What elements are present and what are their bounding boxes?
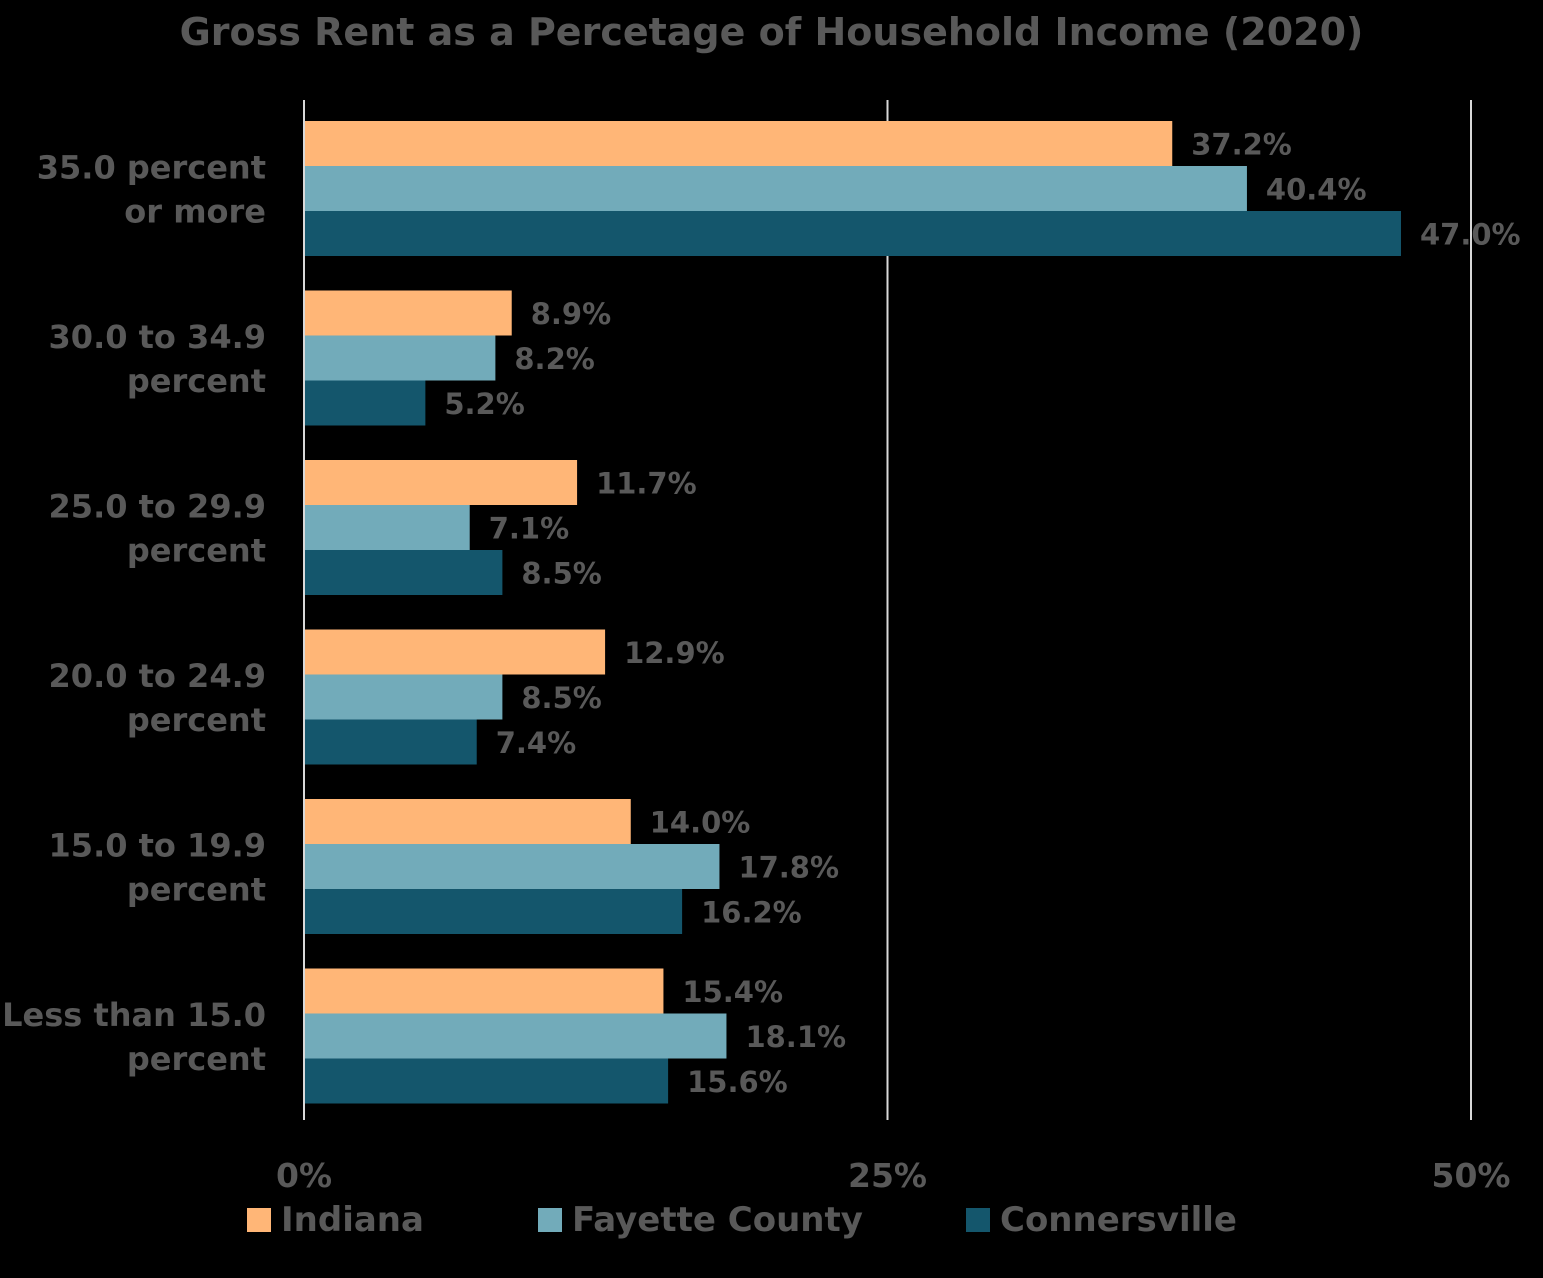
bar — [304, 211, 1401, 256]
category-label: or more — [124, 193, 266, 231]
bar — [304, 380, 426, 426]
data-label: 15.4% — [682, 975, 783, 1009]
data-label: 37.2% — [1191, 128, 1292, 162]
data-label: 47.0% — [1420, 218, 1521, 252]
data-label: 40.4% — [1266, 173, 1367, 207]
x-tick-label: 25% — [848, 1156, 927, 1195]
category-label: 15.0 to 19.9 — [49, 827, 266, 865]
data-label: 18.1% — [745, 1020, 846, 1054]
category-label: Less than 15.0 — [2, 996, 266, 1034]
x-tick-label: 0% — [276, 1156, 332, 1195]
category-label: percent — [127, 871, 266, 909]
data-label: 15.6% — [687, 1065, 788, 1099]
bar — [304, 968, 664, 1014]
data-label: 8.5% — [521, 557, 601, 591]
legend-item: Fayette County — [538, 1200, 863, 1240]
bar — [304, 844, 720, 889]
category-label: percent — [127, 1040, 266, 1078]
data-label: 16.2% — [701, 896, 802, 930]
bar-chart: 0% 25% 50% 37.2% 40.4% 47.0% 35.0 percent or mo… — [2, 100, 1521, 1195]
bar — [304, 1058, 669, 1104]
bar — [304, 1013, 727, 1059]
category-label: 30.0 to 34.9 — [49, 318, 266, 356]
legend-item: Indiana — [247, 1200, 424, 1240]
bar — [304, 166, 1247, 211]
data-label: 12.9% — [624, 636, 725, 670]
legend-swatch — [966, 1208, 990, 1232]
bar — [304, 460, 578, 505]
bar — [304, 550, 503, 595]
legend-item: Connersville — [966, 1200, 1237, 1240]
data-label: 11.7% — [596, 467, 697, 501]
legend-label: Connersville — [1000, 1200, 1237, 1240]
category-label: percent — [127, 701, 266, 739]
data-label: 8.5% — [521, 681, 601, 715]
legend-label: Indiana — [281, 1200, 424, 1240]
bar — [304, 335, 496, 381]
chart-title: Gross Rent as a Percetage of Household I… — [179, 10, 1364, 54]
bar — [304, 121, 1173, 166]
legend-swatch — [247, 1208, 271, 1232]
bar — [304, 799, 631, 844]
data-label: 14.0% — [650, 806, 751, 840]
category-label: 20.0 to 24.9 — [49, 657, 266, 695]
bar — [304, 290, 512, 336]
data-label: 8.9% — [531, 297, 611, 331]
category-label: percent — [127, 362, 266, 400]
legend-swatch — [538, 1208, 562, 1232]
data-label: 5.2% — [444, 387, 524, 421]
data-label: 7.1% — [489, 512, 569, 546]
legend-label: Fayette County — [572, 1200, 863, 1240]
category-label: percent — [127, 532, 266, 570]
x-tick-label: 50% — [1432, 1156, 1511, 1195]
data-label: 8.2% — [514, 342, 594, 376]
data-label: 7.4% — [496, 726, 576, 760]
category-label: 35.0 percent — [37, 149, 266, 187]
category-label: 25.0 to 29.9 — [49, 488, 266, 526]
bar — [304, 629, 606, 675]
bar — [304, 505, 470, 550]
data-label: 17.8% — [738, 851, 839, 885]
legend: Indiana Fayette County Connersville — [0, 1200, 1543, 1250]
bar — [304, 719, 477, 765]
bar — [304, 674, 503, 720]
bar — [304, 889, 683, 934]
